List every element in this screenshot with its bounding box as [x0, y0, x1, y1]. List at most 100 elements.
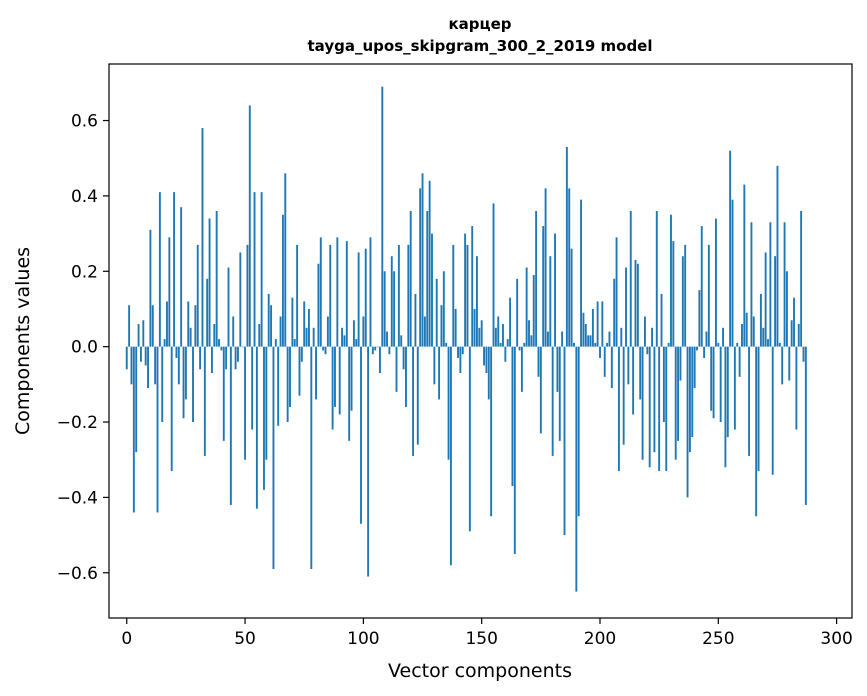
bar-286 — [802, 346, 805, 362]
bar-53 — [251, 346, 254, 430]
bar-49 — [241, 346, 244, 348]
bar-258 — [736, 342, 739, 347]
bar-60 — [267, 293, 270, 347]
bar-90 — [338, 346, 341, 415]
bar-244 — [703, 346, 706, 358]
bar-17 — [166, 301, 168, 347]
bar-223 — [653, 346, 656, 453]
bar-211 — [625, 267, 627, 347]
bar-19 — [170, 346, 173, 472]
bar-77 — [308, 308, 310, 347]
bar-147 — [473, 308, 476, 347]
bar-73 — [298, 346, 301, 396]
bar-235 — [681, 256, 684, 347]
bar-114 — [395, 346, 398, 392]
bar-68 — [286, 346, 289, 423]
bar-188 — [570, 248, 573, 347]
plot-frame — [108, 63, 853, 619]
bar-224 — [655, 210, 658, 347]
bar-260 — [741, 324, 743, 347]
bar-105 — [374, 346, 377, 351]
bar-141 — [459, 346, 462, 374]
bar-76 — [305, 327, 308, 347]
bar-254 — [726, 346, 729, 438]
bar-247 — [710, 346, 713, 411]
bar-283 — [795, 346, 798, 430]
bar-157 — [497, 316, 500, 347]
bar-176 — [542, 226, 545, 347]
bar-74 — [300, 346, 303, 362]
bar-150 — [480, 320, 483, 347]
bar-98 — [357, 252, 360, 347]
bar-130 — [433, 346, 436, 385]
bar-179 — [549, 256, 552, 347]
bar-87 — [331, 346, 334, 430]
bar-207 — [615, 237, 618, 347]
bar-56 — [258, 324, 261, 347]
bar-88 — [334, 346, 336, 407]
bar-80 — [315, 346, 317, 400]
bar-265 — [752, 316, 755, 347]
bar-131 — [435, 278, 438, 347]
bar-23 — [180, 207, 183, 347]
bar-32 — [201, 128, 204, 347]
bar-38 — [215, 210, 218, 347]
x-tick-label: 50 — [234, 629, 256, 649]
y-tick-label: 0.4 — [71, 187, 98, 207]
bar-7 — [142, 320, 145, 347]
bar-240 — [693, 346, 696, 389]
bar-229 — [667, 342, 670, 347]
bar-201 — [601, 301, 604, 347]
bar-222 — [651, 327, 653, 347]
bar-28 — [192, 346, 194, 423]
bar-43 — [227, 267, 230, 347]
bar-183 — [558, 346, 561, 441]
bar-148 — [476, 256, 478, 347]
y-tick-label: 0.2 — [71, 262, 98, 282]
bar-91 — [341, 327, 344, 347]
bar-173 — [535, 210, 538, 347]
bar-228 — [665, 346, 668, 472]
bar-225 — [658, 346, 661, 472]
bar-166 — [518, 346, 521, 351]
bar-139 — [454, 308, 457, 347]
bar-12 — [154, 346, 157, 385]
bar-31 — [199, 346, 202, 370]
bar-42 — [225, 346, 228, 370]
bar-239 — [691, 346, 694, 438]
bar-128 — [428, 180, 431, 347]
bar-140 — [457, 346, 459, 358]
y-tick-label: −0.2 — [57, 413, 98, 433]
bar-111 — [388, 346, 391, 355]
bar-144 — [466, 244, 469, 347]
bar-110 — [386, 331, 388, 347]
bar-241 — [696, 346, 698, 351]
bar-9 — [147, 346, 149, 389]
bar-122 — [414, 293, 417, 347]
bar-151 — [483, 346, 485, 366]
bar-237 — [686, 346, 689, 498]
bar-40 — [220, 346, 223, 351]
bar-117 — [402, 346, 405, 370]
bar-155 — [492, 203, 495, 347]
bar-243 — [700, 226, 703, 347]
bar-195 — [587, 335, 590, 347]
bar-185 — [563, 346, 566, 536]
bar-124 — [419, 188, 422, 347]
bar-118 — [405, 346, 407, 407]
bar-75 — [303, 301, 306, 347]
x-tick-label: 250 — [702, 629, 734, 649]
bar-168 — [523, 342, 526, 347]
bar-184 — [561, 331, 564, 347]
bar-200 — [599, 346, 601, 358]
bar-78 — [310, 346, 313, 569]
y-tick-label: −0.6 — [57, 564, 98, 584]
bar-37 — [213, 324, 216, 347]
bar-62 — [272, 346, 275, 569]
bar-0 — [125, 346, 128, 370]
bar-102 — [367, 346, 370, 577]
bar-106 — [376, 346, 379, 348]
bar-158 — [499, 342, 502, 347]
bar-199 — [596, 301, 599, 347]
bar-178 — [546, 331, 549, 347]
